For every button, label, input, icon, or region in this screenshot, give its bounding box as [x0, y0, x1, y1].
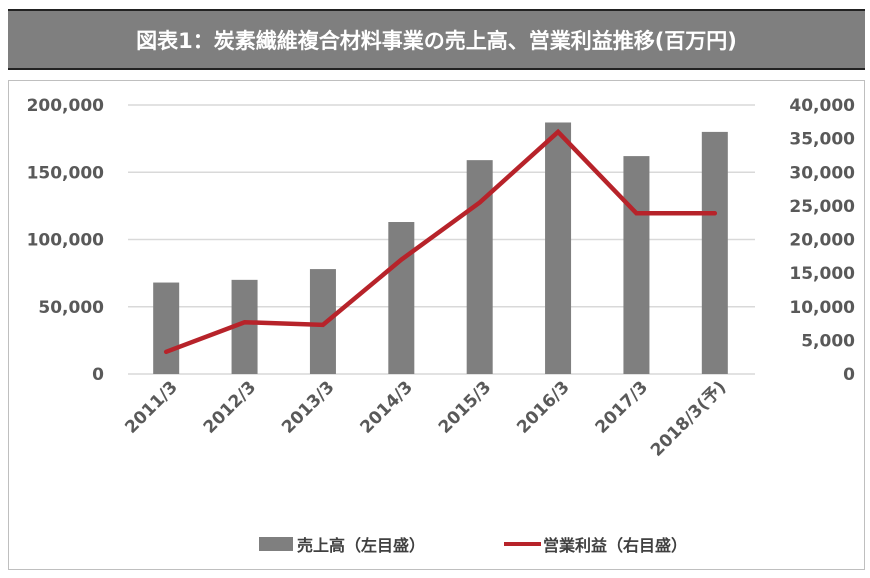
bar-sales [623, 156, 650, 374]
right-tick-label: 40,000 [789, 96, 855, 116]
left-tick-label: 150,000 [27, 163, 105, 183]
left-tick-label: 0 [92, 365, 104, 385]
right-tick-label: 10,000 [789, 298, 855, 318]
legend-profit-label: 営業利益（右目盛） [543, 536, 687, 555]
x-tick-label: 2016/3 [513, 377, 573, 437]
right-tick-label: 25,000 [789, 197, 855, 217]
legend-bar-swatch [259, 537, 293, 551]
x-tick-label: 2017/3 [592, 377, 652, 437]
bar-sales [545, 122, 572, 374]
left-tick-label: 200,000 [27, 96, 105, 116]
bar-sales [153, 282, 180, 374]
x-tick-label: 2014/3 [356, 377, 416, 437]
bar-sales [388, 222, 415, 374]
chart-title-bar: 図表1：炭素繊維複合材料事業の売上高、営業利益推移(百万円) [8, 9, 865, 70]
x-tick-label: 2018/3(予) [647, 377, 730, 460]
right-tick-label: 20,000 [789, 231, 855, 251]
x-tick-label: 2015/3 [435, 377, 495, 437]
right-tick-label: 0 [843, 365, 855, 385]
chart-frame [8, 80, 865, 570]
left-tick-label: 100,000 [27, 231, 105, 251]
legend-sales-label: 売上高（左目盛） [297, 536, 425, 555]
right-tick-label: 5,000 [801, 331, 855, 351]
line-operating-profit [163, 128, 718, 355]
bar-sales [701, 131, 728, 374]
x-tick-label: 2012/3 [200, 377, 260, 437]
bar-sales [309, 269, 336, 374]
right-tick-label: 15,000 [789, 264, 855, 284]
x-tick-label: 2013/3 [278, 377, 338, 437]
right-tick-label: 35,000 [789, 130, 855, 150]
left-tick-label: 50,000 [38, 298, 104, 318]
chart-title: 図表1：炭素繊維複合材料事業の売上高、営業利益推移(百万円) [136, 28, 737, 53]
x-tick-label: 2011/3 [121, 377, 181, 437]
right-tick-label: 30,000 [789, 163, 855, 183]
